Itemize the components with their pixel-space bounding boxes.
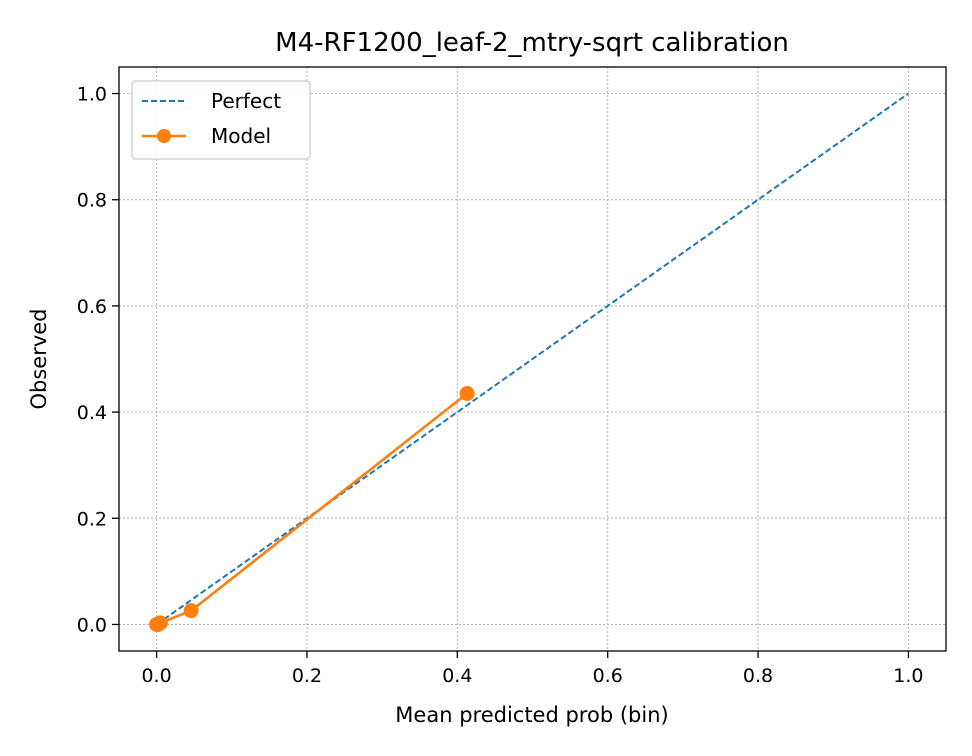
series-1-point (152, 615, 168, 631)
grid (119, 67, 946, 651)
legend-box (131, 80, 311, 160)
y-tick-label: 0.2 (77, 508, 107, 530)
legend: Perfect Model (131, 80, 311, 160)
legend-model-marker (157, 129, 171, 143)
series-0-line (156, 92, 909, 626)
legend-perfect-label: Perfect (211, 89, 281, 113)
chart-title: M4-RF1200_leaf-2_mtry-sqrt calibration (275, 28, 789, 58)
y-tick-label: 0.4 (77, 402, 107, 424)
series-1-point (459, 386, 475, 402)
x-tick-label: 0.4 (442, 665, 472, 687)
x-tick-label: 0.6 (593, 665, 623, 687)
series-layer (149, 92, 909, 632)
x-axis-label: Mean predicted prob (bin) (395, 703, 668, 727)
x-tick-label: 1.0 (893, 665, 923, 687)
y-axis-label: Observed (27, 308, 51, 409)
plot-frame (118, 66, 947, 652)
y-tick-label: 0.8 (77, 190, 107, 212)
y-tick-label: 1.0 (77, 84, 107, 106)
x-tick-label: 0.8 (743, 665, 773, 687)
x-tick-label: 0.0 (141, 665, 171, 687)
legend-model-label: Model (211, 124, 271, 148)
y-tick-label: 0.0 (77, 614, 107, 636)
series-1-point (183, 603, 199, 619)
y-tick-label: 0.6 (77, 296, 107, 318)
axis-ticks: 0.0 0.2 0.4 0.6 0.8 1.0 0.0 0.2 0.4 0.6 0.8 1.0 (77, 84, 924, 687)
x-tick-label: 0.2 (292, 665, 322, 687)
